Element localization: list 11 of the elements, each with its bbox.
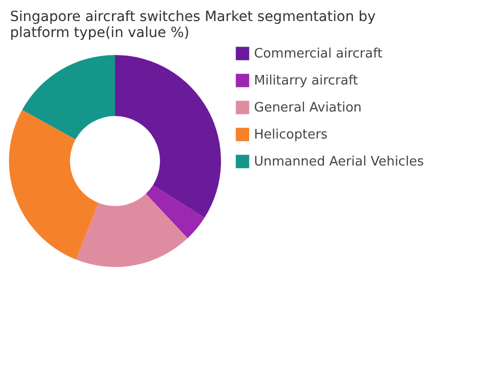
legend-label: Helicopters [254,128,328,142]
legend-label: Commercial aircraft [254,46,382,62]
donut-slice [146,185,204,238]
legend-label: General Aviation [254,100,362,116]
donut-slice [9,110,98,260]
chart-title: Singapore aircraft switches Market segmentation by platform type(in value %) [10,9,376,41]
legend-label: Unmanned Aerial Vehicles [254,154,424,170]
donut-slice [76,194,188,267]
legend-label: Militarry aircraft [254,74,358,88]
donut-slice [115,55,221,218]
donut-slice [22,55,115,140]
